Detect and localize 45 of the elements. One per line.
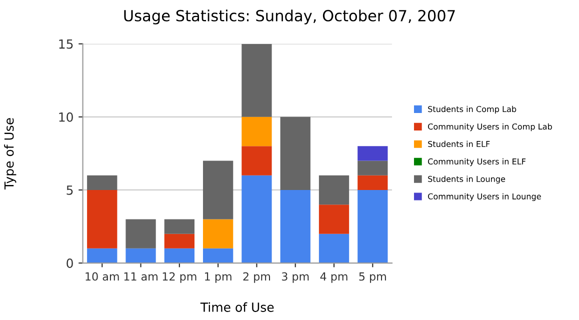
bar <box>358 190 388 264</box>
bar <box>202 160 234 220</box>
y-tick-label: 0 <box>66 258 73 268</box>
x-tick-label: 1 pm <box>205 272 232 283</box>
bar <box>358 146 388 161</box>
bar <box>242 146 272 176</box>
bar <box>87 190 118 248</box>
bar <box>164 248 194 264</box>
bar <box>318 204 350 234</box>
bar <box>318 175 350 205</box>
x-tick-label: 3 pm <box>282 272 309 283</box>
bar <box>318 234 350 264</box>
bar <box>242 175 272 264</box>
bar <box>126 219 156 248</box>
bar <box>242 44 272 117</box>
x-tick-label: 5 pm <box>359 272 386 283</box>
x-tick-label: 12 pm <box>162 272 196 283</box>
y-tick-label: 10 <box>59 112 73 122</box>
bar <box>280 190 310 264</box>
x-tick-label: 10 am <box>86 272 119 281</box>
legend-label: Community Users in ELF <box>428 158 526 166</box>
bar <box>202 248 234 264</box>
bar <box>87 248 118 264</box>
bar <box>280 116 310 190</box>
bar <box>202 219 234 248</box>
legend-label: Students in Comp Lab <box>428 106 516 114</box>
bar <box>242 116 272 146</box>
x-tick-label: 4 pm <box>320 272 348 283</box>
bar <box>358 175 388 190</box>
y-tick-label: 5 <box>66 186 73 195</box>
legend-label: Students in Lounge <box>428 176 506 184</box>
legend-label: Community Users in Comp Lab <box>428 123 552 132</box>
y-axis-title: Type of Use <box>4 118 16 190</box>
bar <box>358 160 388 176</box>
bar <box>164 234 194 248</box>
bar <box>164 219 194 234</box>
x-tick-label: 2 pm <box>243 272 270 283</box>
y-tick-label: 15 <box>59 39 73 49</box>
bar <box>126 248 156 264</box>
x-axis-title: Time of Use <box>200 302 274 312</box>
x-tick-label: 11 am <box>124 272 158 281</box>
legend-label: Community Users in Lounge <box>428 193 541 201</box>
bar <box>87 175 118 190</box>
legend-label: Students in ELF <box>428 140 490 148</box>
chart-title: Usage Statistics: Sunday, October 07, 2007 <box>124 10 455 24</box>
